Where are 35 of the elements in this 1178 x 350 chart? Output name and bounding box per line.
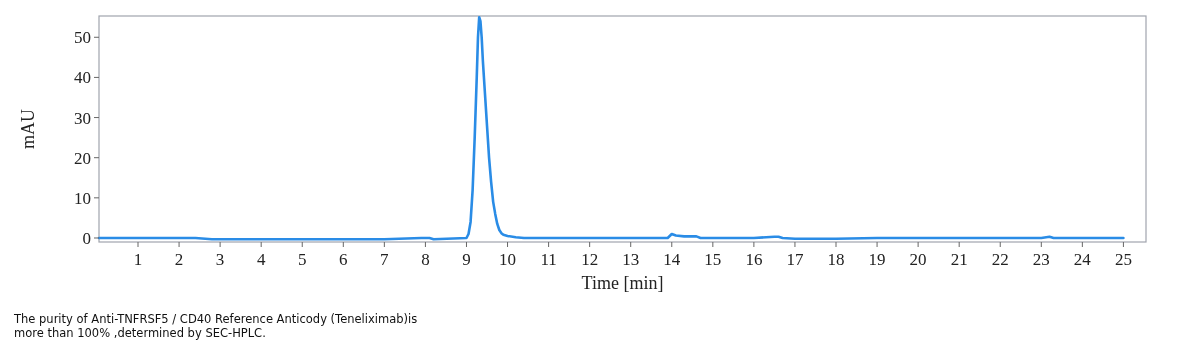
x-tick-label: 24: [1073, 250, 1092, 269]
x-tick-label: 4: [256, 250, 266, 269]
x-tick-label: 5: [297, 250, 307, 269]
x-tick-label: 16: [745, 250, 763, 269]
x-tick-label: 23: [1032, 250, 1050, 269]
x-tick-label: 14: [663, 250, 681, 269]
x-tick-label: 2: [174, 250, 184, 269]
y-tick-label: 50: [74, 28, 91, 48]
x-tick-label: 18: [827, 250, 845, 269]
y-tick-label: 30: [74, 108, 91, 128]
x-tick-label: 9: [462, 250, 471, 269]
x-tick-label: 3: [215, 250, 225, 269]
x-tick-label: 25: [1114, 250, 1132, 269]
x-tick-label: 10: [499, 250, 517, 269]
x-tick-label: 22: [991, 250, 1009, 269]
x-tick-label: 21: [950, 250, 968, 269]
line-series: [97, 15, 1125, 241]
y-tick-label: 20: [74, 148, 91, 168]
x-tick-label: 13: [622, 250, 640, 269]
x-tick-label: 7: [380, 250, 390, 269]
x-tick-label: 17: [786, 250, 804, 269]
x-axis-title: Time [min]: [581, 273, 664, 293]
x-tick-label: 6: [339, 250, 348, 269]
x-tick-label: 20: [909, 250, 927, 269]
x-tick-label: 15: [704, 250, 722, 269]
x-tick-label: 19: [868, 250, 886, 269]
x-tick-label: 8: [421, 250, 430, 269]
y-tick-label: 10: [74, 188, 91, 208]
x-tick-label: 11: [540, 250, 557, 269]
y-axis-title: mAU: [18, 109, 38, 149]
y-tick-label: 0: [82, 228, 91, 248]
x-tick-label: 12: [581, 250, 599, 269]
x-tick-label: 1: [133, 250, 143, 269]
y-tick-label: 40: [74, 68, 91, 88]
text: The purity of Anti-TNFRSF5 / CD40 Reference Anticody (Teneliximab)is more than 100% ,determined by SEC-HPLC.: [14, 312, 419, 340]
